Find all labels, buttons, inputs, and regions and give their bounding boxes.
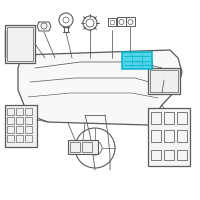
Bar [70, 142, 80, 152]
Bar [25, 126, 32, 133]
Bar [16, 108, 23, 115]
Bar [7, 126, 14, 133]
Bar [7, 108, 14, 115]
Polygon shape [37, 22, 51, 31]
Bar [126, 17, 135, 26]
Bar [25, 117, 32, 124]
Bar [164, 130, 174, 142]
Bar [148, 68, 180, 94]
Bar [5, 105, 37, 147]
Bar [7, 135, 14, 142]
Bar [108, 18, 116, 26]
Bar [82, 142, 92, 152]
Bar [151, 150, 161, 160]
Bar [5, 25, 35, 63]
Bar [164, 112, 174, 124]
Bar [164, 150, 174, 160]
Bar [117, 17, 126, 26]
Bar [25, 135, 32, 142]
Bar [68, 140, 98, 154]
Bar [177, 150, 187, 160]
Bar [151, 112, 161, 124]
Bar [110, 20, 114, 24]
Bar [7, 27, 33, 61]
Bar [151, 130, 161, 142]
Bar [25, 108, 32, 115]
Bar [150, 70, 178, 92]
Bar [177, 130, 187, 142]
Bar [7, 117, 14, 124]
Bar [16, 117, 23, 124]
Bar [177, 112, 187, 124]
Bar [148, 108, 190, 166]
Polygon shape [18, 50, 182, 125]
Bar [16, 135, 23, 142]
Bar [16, 126, 23, 133]
Bar [122, 52, 152, 69]
